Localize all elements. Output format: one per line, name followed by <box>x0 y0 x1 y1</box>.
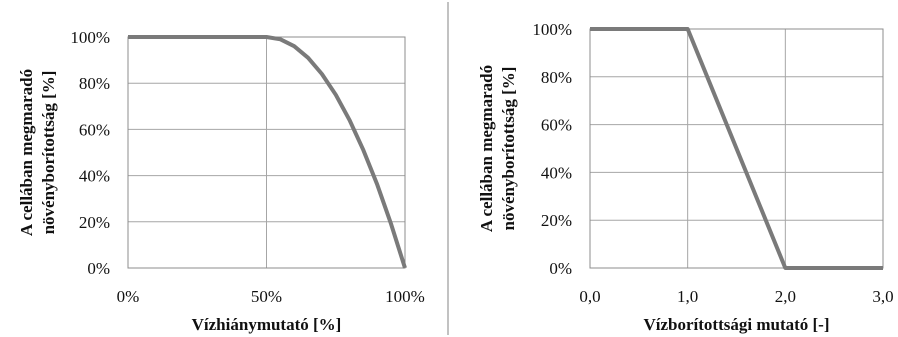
series-line <box>128 35 407 269</box>
x-axis-title: Vízborítottsági mutató [-] <box>643 315 829 334</box>
y-tick-label: 20% <box>79 213 110 232</box>
y-axis-title-line: A cellában megmaradó <box>17 69 36 236</box>
series-line <box>590 27 883 270</box>
y-tick-label: 40% <box>541 163 572 182</box>
plot-area-frame <box>589 28 884 269</box>
y-tick-label: 0% <box>549 259 572 278</box>
x-tick-label: 2,0 <box>775 287 796 306</box>
chart-panel-1: 0% 20% 40% 60% 80% 100% 0% 50% 100% Vízhiánymutat… <box>17 28 425 334</box>
x-tick-label: 100% <box>385 287 425 306</box>
y-tick-label: 100% <box>70 28 110 47</box>
x-tick-label: 0,0 <box>579 287 600 306</box>
y-tick-label: 80% <box>79 74 110 93</box>
y-axis-title-line: növényborítottság [%] <box>499 67 518 231</box>
y-tick-label: 60% <box>79 120 110 139</box>
x-tick-label: 50% <box>251 287 282 306</box>
y-tick-label: 40% <box>79 167 110 186</box>
x-tick-label: 0% <box>117 287 140 306</box>
x-tick-label: 3,0 <box>872 287 893 306</box>
y-tick-label: 80% <box>541 68 572 87</box>
y-axis-title-line: A cellában megmaradó <box>477 65 496 232</box>
x-tick-label: 1,0 <box>677 287 698 306</box>
y-axis-title-line: növényborítottság [%] <box>39 71 58 235</box>
y-tick-label: 20% <box>541 211 572 230</box>
chart-panel-2: 0% 20% 40% 60% 80% 100% 0,0 1,0 2,0 3,0 Vízborítot… <box>477 20 894 334</box>
y-tick-label: 60% <box>541 116 572 135</box>
y-tick-label: 100% <box>532 20 572 39</box>
x-axis-title: Vízhiánymutató [%] <box>192 315 342 334</box>
y-tick-label: 0% <box>87 259 110 278</box>
